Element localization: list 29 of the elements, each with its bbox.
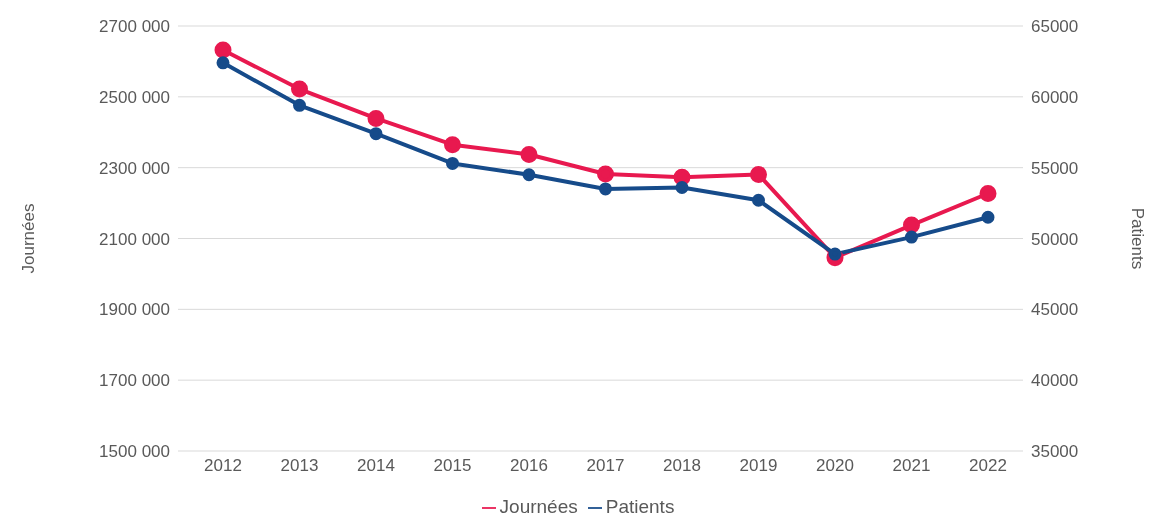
y-tick-label: 2300 000 xyxy=(99,158,170,178)
x-tick-label: 2012 xyxy=(204,456,242,476)
x-tick-label: 2016 xyxy=(510,456,548,476)
x-tick-label: 2015 xyxy=(433,456,472,476)
x-tick-label: 2021 xyxy=(892,456,931,476)
legend-label: Journées xyxy=(499,496,578,517)
y2-tick-label: 45000 xyxy=(1031,300,1079,320)
y2-axis-title: Patients xyxy=(1127,207,1147,270)
y-tick-label: 2100 000 xyxy=(99,229,170,249)
y-tick-label: 1500 000 xyxy=(99,442,170,462)
x-tick-label: 2019 xyxy=(739,456,778,476)
y2-tick-label: 35000 xyxy=(1031,442,1079,462)
y2-tick-label: 65000 xyxy=(1031,17,1079,37)
y-tick-label: 2500 000 xyxy=(99,87,170,107)
x-tick-label: 2014 xyxy=(357,456,395,476)
y2-tick-label: 40000 xyxy=(1031,371,1079,391)
y-tick-label: 1900 000 xyxy=(99,300,170,320)
legend-label: Patients xyxy=(605,496,675,517)
y-axis-title: Journées xyxy=(19,203,39,274)
x-tick-label: 2020 xyxy=(816,456,854,476)
x-tick-label: 2018 xyxy=(663,456,701,476)
y2-tick-label: 50000 xyxy=(1031,229,1079,249)
x-tick-label: 2022 xyxy=(969,456,1007,476)
x-tick-label: 2013 xyxy=(280,456,319,476)
y-tick-label: 2700 000 xyxy=(99,17,170,37)
y2-tick-label: 55000 xyxy=(1031,158,1079,178)
y2-tick-label: 60000 xyxy=(1031,87,1079,107)
y-tick-label: 1700 000 xyxy=(99,371,170,391)
x-tick-label: 2017 xyxy=(586,456,625,476)
